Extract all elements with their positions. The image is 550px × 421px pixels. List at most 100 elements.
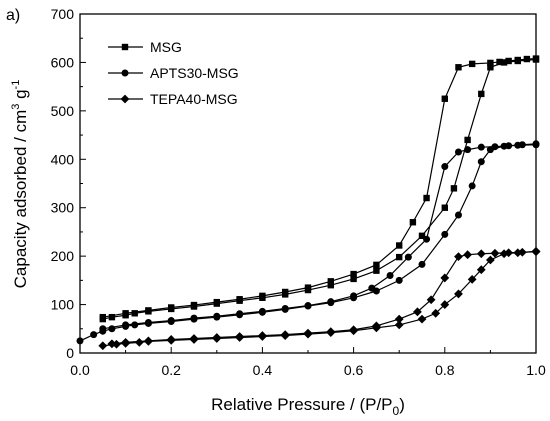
data-point: [418, 232, 426, 240]
data-point: [491, 143, 499, 151]
y-tick-label: 100: [51, 297, 75, 313]
adsorption-line: [102, 250, 537, 347]
y-axis-label-sup: 3: [10, 104, 22, 110]
data-point: [304, 302, 312, 310]
x-tick-label: 0.2: [161, 362, 181, 378]
data-point: [212, 333, 222, 342]
y-axis-label-main: Capacity adsorbed / cm: [11, 110, 30, 289]
data-point: [236, 296, 243, 303]
data-point: [505, 142, 513, 150]
data-point: [454, 252, 463, 262]
data-point: [144, 336, 153, 346]
data-point: [99, 325, 107, 333]
data-point: [490, 248, 500, 258]
data-point: [505, 57, 512, 65]
data-point: [280, 330, 290, 339]
data-point: [98, 341, 108, 351]
data-point: [90, 331, 98, 339]
data-point: [464, 146, 472, 154]
data-point: [496, 58, 503, 66]
y-tick-label: 600: [51, 54, 75, 70]
plot-marks: [76, 55, 541, 351]
data-point: [517, 247, 527, 257]
data-point: [144, 318, 152, 326]
y-axis-label-sup2: -1: [10, 80, 22, 90]
data-point: [327, 298, 335, 306]
x-tick-label: 0.4: [253, 362, 273, 378]
data-point: [258, 307, 266, 315]
data-point: [464, 136, 471, 144]
data-point: [167, 317, 175, 325]
x-tick-label: 0.6: [344, 362, 364, 378]
series-msg: [99, 55, 540, 323]
data-point: [281, 304, 289, 312]
x-tick-label: 0.0: [70, 362, 90, 378]
data-point: [404, 253, 412, 261]
data-point: [423, 194, 430, 202]
data-point: [282, 288, 289, 296]
y-tick-label: 0: [66, 345, 74, 361]
data-point: [514, 56, 521, 64]
data-point: [423, 235, 431, 243]
data-point: [454, 211, 462, 219]
data-point: [259, 292, 266, 300]
data-point: [112, 339, 121, 349]
data-point: [396, 242, 403, 249]
desorption-line: [102, 143, 537, 330]
data-point: [486, 255, 495, 265]
y-tick-label: 700: [51, 6, 75, 22]
y-tick-label: 300: [51, 200, 75, 216]
data-point: [327, 282, 334, 289]
data-point: [504, 248, 514, 258]
data-point: [441, 230, 449, 238]
data-point: [426, 295, 436, 305]
panel-label: a): [6, 7, 20, 24]
x-axis-ticks: 0.0 0.2 0.4 0.6 0.8 1.0: [70, 347, 546, 378]
series-apts30-msg: [76, 140, 540, 345]
legend-marker: [121, 69, 129, 77]
data-point: [477, 143, 485, 151]
data-point: [304, 284, 312, 291]
series-tepa40-msg: [98, 246, 541, 351]
data-point: [372, 321, 381, 331]
y-tick-label: 500: [51, 103, 75, 119]
data-point: [476, 265, 486, 275]
data-point: [477, 158, 485, 166]
legend-marker: [121, 43, 129, 51]
data-point: [500, 59, 508, 66]
legend-marker: [120, 94, 130, 104]
y-tick-label: 400: [51, 151, 75, 167]
legend-label: TEPA40-MSG: [150, 91, 238, 107]
data-point: [450, 185, 458, 192]
legend-label: MSG: [150, 39, 182, 55]
data-point: [441, 163, 449, 171]
data-point: [213, 298, 220, 306]
data-point: [478, 90, 485, 98]
data-point: [107, 339, 117, 349]
data-point: [487, 59, 494, 67]
data-point: [190, 301, 198, 309]
x-tick-label: 0.8: [435, 362, 455, 378]
y-tick-label: 200: [51, 248, 75, 264]
data-point: [131, 321, 139, 329]
data-point: [431, 308, 441, 318]
data-point: [350, 270, 357, 278]
data-point: [394, 320, 404, 330]
data-point: [189, 334, 199, 343]
data-point: [467, 274, 477, 284]
data-point: [440, 300, 450, 309]
data-point: [518, 141, 526, 149]
data-point: [350, 292, 358, 300]
data-point: [373, 261, 380, 269]
data-point: [440, 273, 450, 283]
legend: MSG APTS30-MSG TEPA40-MSG: [108, 39, 239, 107]
data-point: [441, 204, 448, 211]
data-point: [455, 64, 462, 71]
data-point: [499, 249, 509, 259]
data-point: [327, 278, 334, 285]
x-axis-label-main: Relative Pressure / (P/P: [211, 395, 392, 414]
data-point: [386, 272, 394, 280]
data-point: [373, 267, 380, 274]
legend-label: APTS30-MSG: [150, 65, 239, 81]
data-point: [303, 328, 313, 338]
